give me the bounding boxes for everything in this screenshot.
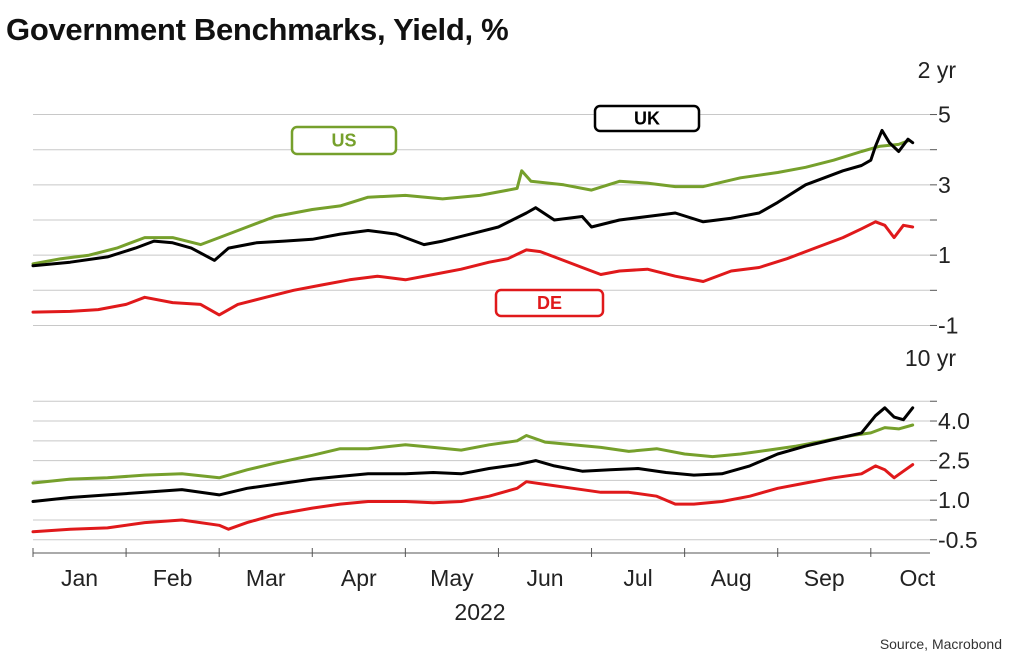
x-tick-label: Apr [341,565,377,591]
y-tick-label: 1 [938,242,951,268]
y-tick-label: 3 [938,172,951,198]
series-label-de: DE [537,293,562,313]
panel-2yr: 5 3 1 -1 2 yr [31,57,958,338]
series-line-de [31,463,915,534]
x-tick-label: Jun [526,565,563,591]
series-line-uk [31,128,915,268]
panel-10yr: 4.0 2.5 1.0 -0.5 10 yr [31,345,978,553]
series-labels: US UK DE [290,104,701,318]
y-tick-label: 4.0 [938,408,970,434]
x-tick-label: Oct [899,565,935,591]
y-tick-label: 5 [938,102,951,128]
x-tick-label: Jan [61,565,98,591]
y-tick-label: -1 [938,312,958,338]
x-tick-label: Sep [804,565,845,591]
series-label-box-de [494,288,605,318]
source-note: Source, Macrobond [879,636,1002,652]
series-label-uk: UK [634,109,660,129]
y-tick-label: -0.5 [938,527,978,553]
chart-title: Government Benchmarks, Yield, % [6,12,509,47]
x-tick-label: Jul [623,565,652,591]
panel-label: 10 yr [905,345,956,371]
panel-label: 2 yr [918,57,957,83]
x-tick-label: Feb [153,565,193,591]
x-axis: Jan Feb Mar Apr May Jun Jul Aug Sep Oct 2022 [32,548,936,625]
x-tick-label: Aug [711,565,752,591]
x-tick-label: Mar [246,565,286,591]
series-label-us: US [331,131,356,151]
y-tick-label: 2.5 [938,448,970,474]
series-line-de [31,220,915,317]
series-line-uk [31,406,915,503]
series-label-box-uk [593,104,701,133]
x-tick-label: May [430,565,474,591]
x-axis-label: 2022 [454,599,505,625]
series-label-box-us [290,125,398,156]
y-tick-label: 1.0 [938,487,970,513]
series-line-us [31,139,910,266]
